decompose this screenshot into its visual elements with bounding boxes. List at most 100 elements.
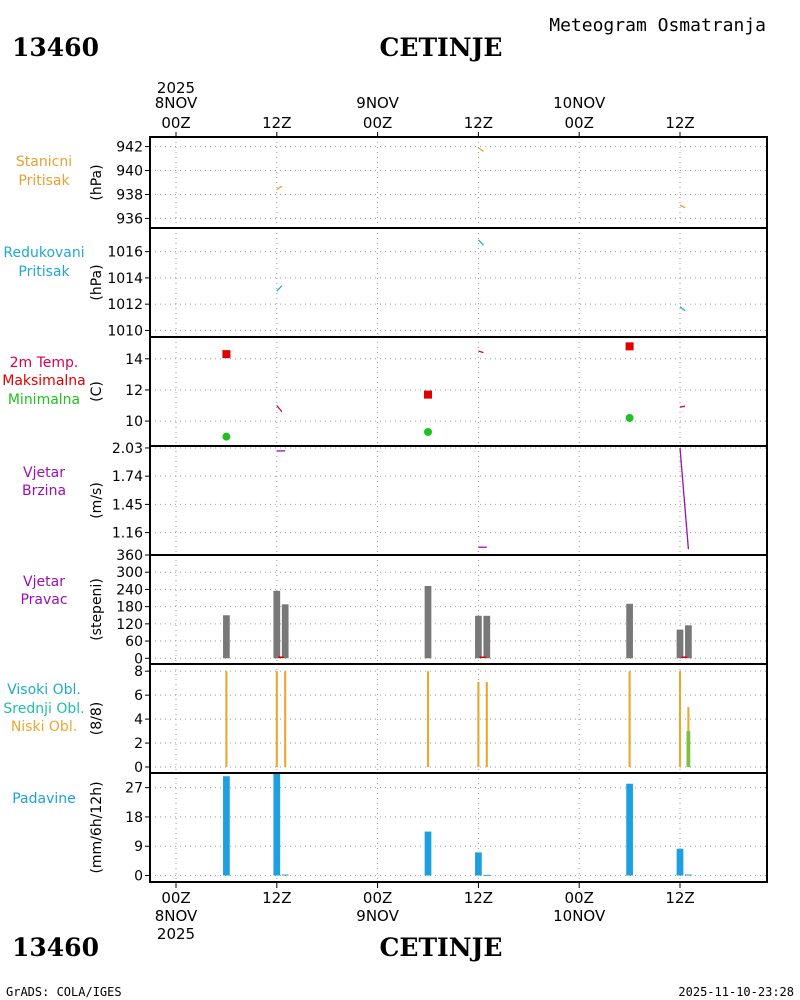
series-line	[276, 285, 283, 292]
top-time-label: 00Z	[161, 114, 190, 132]
panel-label: 2m Temp.	[10, 355, 79, 371]
ytick-label: 936	[116, 211, 143, 227]
panel-label: Vjetar	[23, 574, 65, 590]
ytick-label: 6	[134, 688, 143, 704]
unit-label: (m/s)	[89, 482, 105, 519]
ytick-label: 120	[116, 617, 143, 633]
panel-frame	[149, 336, 768, 447]
panel-label: Brzina	[22, 483, 66, 499]
ytick-label: 60	[125, 634, 143, 650]
ytick-label: 4	[134, 712, 143, 728]
panel-label: Padavine	[12, 791, 76, 807]
bar	[483, 615, 491, 659]
panels: 936938940942(hPa)StanicniPritisak1010101…	[2, 136, 768, 884]
bottom-time-label: 12Z	[665, 889, 694, 907]
panel-frame	[149, 445, 768, 556]
panel-vjetar_brzina: 1.16 1.45 1.74 2.03 (m/s) Vjetar Brzina	[22, 441, 768, 556]
bar	[685, 625, 692, 659]
top-time-label: 00Z	[363, 114, 392, 132]
bottom-time-label: 8NOV	[155, 907, 198, 925]
panel-label: Maksimalna	[2, 373, 86, 389]
panel-frame	[149, 136, 768, 229]
max-temp-marker	[424, 390, 432, 399]
unit-label: (C)	[89, 381, 105, 402]
ytick-label: 360	[116, 548, 143, 564]
top-time-label: 10NOV	[553, 94, 606, 112]
bar	[475, 852, 482, 876]
temp-line	[276, 405, 283, 413]
bottom-time-label: 10NOV	[553, 907, 606, 925]
top-time-label: 00Z	[565, 114, 594, 132]
ytick-label: 180	[116, 600, 143, 616]
ytick-label: 10	[125, 414, 143, 430]
panel-label: Vjetar	[23, 465, 65, 481]
panel-label: Visoki Obl.	[7, 682, 81, 698]
top-time-label: 9NOV	[356, 94, 399, 112]
bar	[626, 603, 633, 659]
ytick-label: 27	[125, 781, 143, 797]
min-temp-marker	[424, 427, 432, 436]
station-id-bottom: 13460	[12, 933, 99, 962]
bottom-time-label: 00Z	[363, 889, 392, 907]
ytick-label: 1.45	[112, 497, 143, 513]
temp-line	[679, 405, 686, 408]
bar	[475, 615, 482, 659]
timestamp: 2025-11-10-23:28	[678, 985, 794, 999]
unit-label: (hPa)	[89, 164, 105, 200]
series-line	[679, 204, 686, 209]
panel-frame	[149, 554, 768, 665]
panel-padavine: 0 9 18 27 (mm/6h/12h) Padavine	[12, 772, 768, 884]
panel-frame	[149, 227, 768, 338]
ytick-label: 240	[116, 582, 143, 598]
panel-frame	[149, 772, 768, 883]
ytick-label: 8	[134, 664, 143, 680]
ytick-label: 938	[116, 187, 143, 203]
top-time-axis: 8NOV 00Z 12Z 9NOV 00Z 12Z 10NOV 00Z 12Z	[155, 94, 695, 137]
bar	[284, 671, 287, 768]
ytick-label: 940	[116, 164, 143, 180]
panel-oblacnost: 0 2 4 6 8 (8/8) Visoki Obl. Srednji Obl. Niski O…	[3, 663, 768, 776]
grads-credit: GrADS: COLA/IGES	[6, 985, 122, 999]
top-time-label: 12Z	[262, 114, 291, 132]
bar	[676, 848, 684, 876]
bar	[426, 671, 430, 768]
ytick-label: 1.16	[112, 526, 143, 542]
panel-label: Redukovani	[3, 245, 84, 261]
panel-label: Pritisak	[18, 173, 70, 189]
bottom-time-label: 2025	[157, 925, 195, 943]
ytick-label: 1010	[107, 323, 143, 339]
station-name-top: CETINJE	[380, 33, 503, 62]
unit-label: (mm/6h/12h)	[89, 781, 105, 873]
bottom-time-label: 12Z	[464, 889, 493, 907]
ytick-label: 942	[116, 140, 143, 156]
panel-redukovani: 1010 1012 1014 1016(hPa) Redukovani Pritisak	[3, 227, 768, 339]
ytick-label: 300	[116, 565, 143, 581]
panel-stanicni: 936 938 940 942 (hPa) Stanicni Pritisak	[16, 136, 768, 229]
max-temp-marker	[625, 342, 634, 351]
series-line	[478, 147, 484, 152]
bar	[477, 681, 480, 768]
ytick-label: 1.74	[112, 469, 143, 485]
ytick-label: 0	[134, 760, 143, 776]
panel-label: Pritisak	[18, 264, 70, 280]
panel-label: Stanicni	[16, 154, 72, 170]
top-time-label: 12Z	[665, 114, 694, 132]
ytick-label: 2	[134, 736, 143, 752]
bottom-time-label: 9NOV	[356, 907, 399, 925]
station-id-top: 13460	[12, 33, 99, 62]
bar	[626, 783, 633, 876]
ytick-label: 1012	[107, 297, 143, 313]
panel-label: Niski Obl.	[11, 719, 77, 735]
bar	[225, 671, 228, 768]
panel-frame	[149, 663, 768, 774]
bar	[685, 874, 692, 876]
bar	[483, 874, 491, 876]
bar	[281, 604, 289, 659]
meteogram-title: Meteogram Osmatranja	[549, 15, 766, 36]
panel-label: Minimalna	[8, 392, 80, 408]
bar	[485, 681, 488, 768]
bar	[281, 874, 289, 876]
bar	[273, 773, 281, 876]
